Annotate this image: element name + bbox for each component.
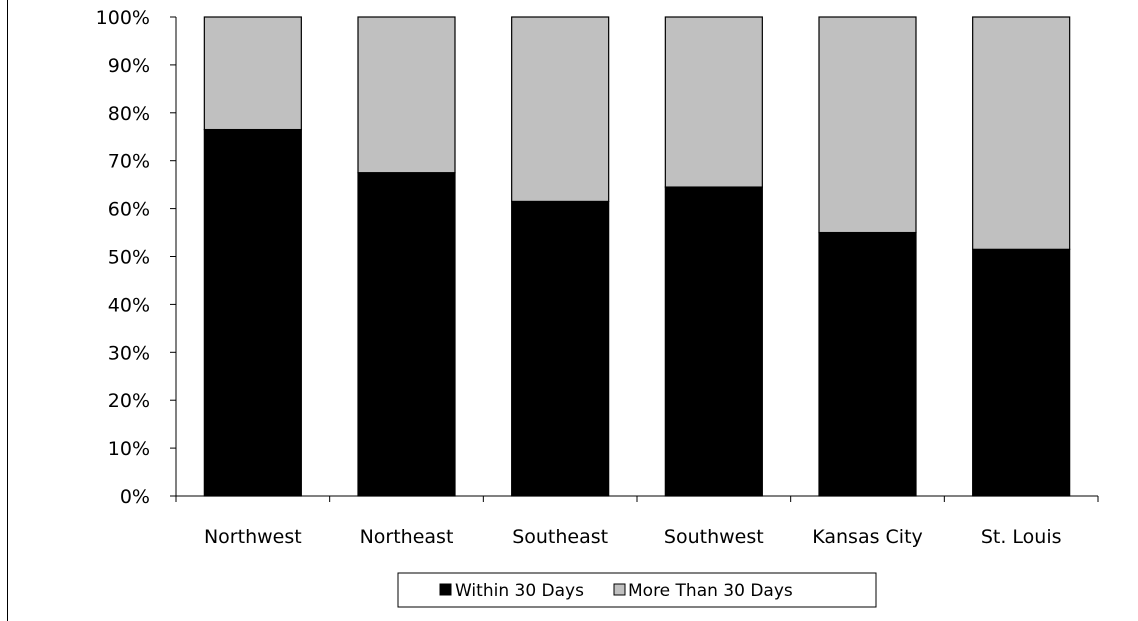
y-tick-label: 40% (108, 294, 150, 316)
y-tick-label: 60% (108, 199, 150, 221)
y-tick-label: 70% (108, 151, 150, 173)
y-tick-label: 0% (120, 486, 150, 508)
legend-label-more-than-30-days: More Than 30 Days (628, 581, 793, 601)
y-tick-label: 100% (96, 7, 150, 29)
x-tick-label-southwest: Southwest (664, 526, 764, 548)
bar-st-louis-within-30-days (972, 248, 1071, 497)
x-tick-label-northwest: Northwest (204, 526, 302, 548)
legend-swatch-within-30-days (439, 583, 452, 596)
legend-label-within-30-days: Within 30 Days (455, 581, 584, 601)
bar-group (203, 16, 1071, 497)
bar-northeast-more-than-30-days (357, 16, 456, 174)
y-axis-tick-labels: 0% 10% 20% 30% 40% 50% 60% 70% 80% 90% 100% (96, 7, 150, 508)
y-tick-label: 50% (108, 247, 150, 269)
chart-legend: Within 30 Days More Than 30 Days (397, 572, 877, 608)
x-axis-tick-labels: Northwest Northeast Southeast Southwest Kans… (204, 526, 1062, 548)
axes-group (170, 16, 1099, 502)
bar-northeast-within-30-days (357, 172, 456, 497)
bar-northwest-more-than-30-days (203, 16, 302, 131)
x-tick-label-northeast: Northeast (360, 526, 454, 548)
y-tick-label: 30% (108, 342, 150, 364)
bar-southeast-more-than-30-days (511, 16, 610, 203)
bar-kansas-city-within-30-days (818, 231, 917, 497)
x-tick-label-southeast: Southeast (512, 526, 608, 548)
legend-box (397, 572, 877, 608)
bar-st-louis-more-than-30-days (972, 16, 1071, 250)
frame-border-line (7, 0, 8, 621)
legend-swatch-more-than-30-days (613, 583, 626, 596)
bar-northwest-within-30-days (203, 128, 302, 497)
bar-southwest-within-30-days (664, 186, 763, 497)
y-tick-label: 80% (108, 103, 150, 125)
bar-southeast-within-30-days (511, 200, 610, 497)
y-tick-label: 20% (108, 390, 150, 412)
x-tick-label-st-louis: St. Louis (981, 526, 1062, 548)
y-tick-label: 90% (108, 55, 150, 77)
bar-kansas-city-more-than-30-days (818, 16, 917, 234)
x-tick-label-kansas-city: Kansas City (812, 526, 923, 548)
bar-southwest-more-than-30-days (664, 16, 763, 188)
y-tick-label: 10% (108, 438, 150, 460)
